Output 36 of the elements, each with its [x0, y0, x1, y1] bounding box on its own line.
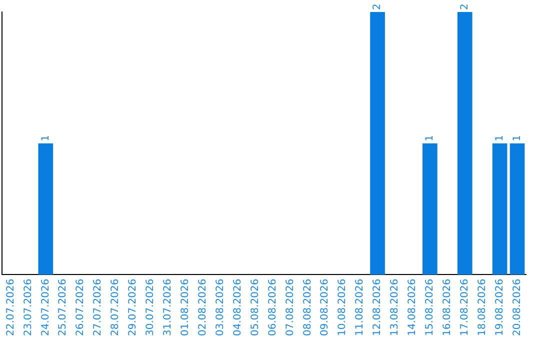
x-tick-label: 03.08.2026 — [214, 278, 226, 336]
x-tick-label: 26.07.2026 — [75, 278, 86, 336]
x-tick-label: 10.08.2026 — [337, 278, 348, 336]
data-label: 2 — [459, 4, 470, 10]
x-tick-label: 31.07.2026 — [162, 278, 174, 336]
x-tick-label: 19.08.2026 — [494, 278, 506, 336]
x-tick-label: 04.08.2026 — [232, 278, 244, 336]
data-label: 1 — [40, 134, 52, 142]
x-tick-label: 01.08.2026 — [180, 278, 191, 336]
data-label: 1 — [424, 134, 436, 142]
data-label: 2 — [372, 4, 384, 10]
x-tick-label: 05.08.2026 — [250, 278, 261, 336]
x-tick-label: 30.07.2026 — [145, 278, 156, 336]
x-tick-label: 08.08.2026 — [302, 278, 314, 336]
data-label: 1 — [512, 134, 523, 142]
x-tick-label: 09.08.2026 — [320, 278, 331, 336]
x-tick-label: 23.07.2026 — [22, 278, 34, 336]
x-tick-label: 17.08.2026 — [459, 278, 470, 336]
x-tick-label: 07.08.2026 — [284, 278, 296, 336]
x-tick-label: 28.07.2026 — [110, 278, 122, 336]
x-tick-label: 29.07.2026 — [128, 278, 139, 336]
x-tick-label: 22.07.2026 — [5, 278, 16, 336]
x-tick-label: 15.08.2026 — [424, 278, 436, 336]
x-tick-label: 06.08.2026 — [267, 278, 278, 336]
x-tick-label: 11.08.2026 — [354, 278, 366, 336]
data-label: 1 — [494, 134, 506, 142]
x-tick-label: 02.08.2026 — [197, 278, 208, 336]
x-tick-label: 12.08.2026 — [372, 278, 384, 336]
x-tick-label: 27.07.2026 — [92, 278, 104, 336]
x-tick-label: 14.08.2026 — [407, 278, 418, 336]
x-tick-label: 16.08.2026 — [442, 278, 453, 336]
x-tick-label: 18.08.2026 — [476, 278, 488, 336]
x-tick-label: 13.08.2026 — [390, 278, 401, 336]
x-tick-label: 24.07.2026 — [40, 278, 52, 336]
x-tick-label: 25.07.2026 — [58, 278, 69, 336]
x-tick-label: 20.08.2026 — [512, 278, 523, 336]
